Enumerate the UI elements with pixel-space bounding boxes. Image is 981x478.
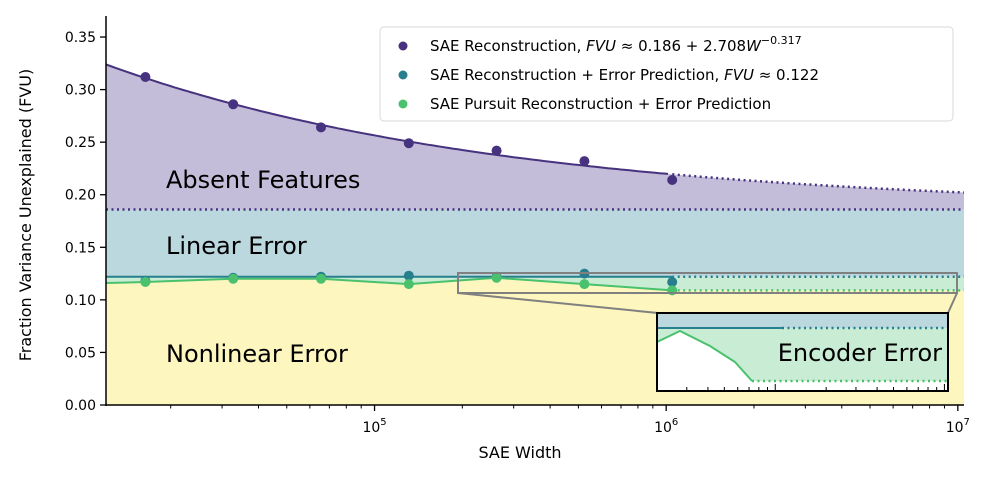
legend-box bbox=[379, 26, 954, 122]
inset-pursuit-line bbox=[657, 329, 753, 382]
y-tick-label: 0.20 bbox=[65, 188, 96, 204]
y-tick-label: 0.10 bbox=[65, 293, 96, 309]
zoom-connector-right bbox=[947, 292, 958, 314]
y-tick-label: 0.30 bbox=[65, 83, 96, 99]
nonlinear-error-label: Nonlinear Error bbox=[166, 340, 348, 368]
point-pursuit bbox=[140, 277, 151, 287]
point-reconstruction bbox=[316, 122, 326, 133]
y-tick-label: 0.05 bbox=[65, 345, 96, 361]
legend: SAE Reconstruction, FVU ≈ 0.186 + 2.708W… bbox=[379, 26, 954, 122]
point-reconstruction bbox=[579, 156, 590, 167]
y-tick-label: 0.25 bbox=[65, 135, 96, 151]
linear-error-region bbox=[106, 209, 964, 277]
absent-features-label: Absent Features bbox=[166, 166, 360, 194]
linear-error-label: Linear Error bbox=[166, 232, 307, 260]
point-reconstruction bbox=[667, 175, 678, 185]
point-pursuit bbox=[316, 273, 326, 284]
inset-tick-marks bbox=[656, 384, 945, 391]
absent-features-region bbox=[106, 64, 964, 210]
legend-entry-error-prediction: SAE Reconstruction + Error Prediction, F… bbox=[430, 66, 819, 84]
fit-curve-extrapolated bbox=[672, 173, 964, 194]
fit-curve-solid bbox=[106, 63, 669, 175]
encoder-error-region-main bbox=[106, 276, 964, 291]
zoom-connector-left bbox=[457, 292, 659, 314]
y-tick-label: 0.35 bbox=[65, 30, 96, 46]
point-reconstruction bbox=[491, 145, 502, 156]
axes: 0.00 0.05 0.10 0.15 0.20 0.25 0.30 0.35 105 106 1… bbox=[65, 16, 970, 436]
legend-marker-error-prediction bbox=[398, 70, 408, 80]
x-tick-label: 106 bbox=[654, 417, 678, 436]
encoder-error-label: Encoder Error bbox=[778, 339, 942, 367]
y-tick-label: 0.00 bbox=[65, 398, 96, 414]
point-reconstruction bbox=[228, 99, 239, 110]
legend-entry-reconstruction: SAE Reconstruction, FVU ≈ 0.186 + 2.708W… bbox=[430, 34, 802, 55]
point-reconstruction bbox=[140, 72, 151, 82]
point-reconstruction bbox=[403, 138, 414, 149]
y-tick-label: 0.15 bbox=[65, 240, 96, 256]
legend-entry-pursuit: SAE Pursuit Reconstruction + Error Predi… bbox=[430, 95, 771, 113]
encoder-error-region bbox=[657, 328, 948, 381]
y-axis-label: Fraction Variance Unexplained (FVU) bbox=[16, 69, 35, 361]
x-axis-label: SAE Width bbox=[478, 443, 561, 462]
point-error-prediction bbox=[403, 270, 414, 281]
x-tick-label: 107 bbox=[946, 417, 970, 436]
point-pursuit bbox=[403, 279, 414, 290]
pursuit-line bbox=[106, 276, 673, 292]
legend-marker-reconstruction bbox=[398, 41, 408, 51]
x-tick-label: 105 bbox=[362, 417, 386, 436]
legend-marker-pursuit bbox=[398, 99, 408, 109]
inset-linear-band bbox=[657, 313, 948, 328]
point-pursuit bbox=[491, 272, 502, 283]
point-pursuit bbox=[579, 279, 590, 290]
point-error-prediction bbox=[667, 277, 678, 287]
point-pursuit bbox=[228, 273, 239, 284]
zoom-source-box bbox=[457, 272, 958, 294]
encoder-error-inset: Encoder Error bbox=[656, 312, 949, 392]
